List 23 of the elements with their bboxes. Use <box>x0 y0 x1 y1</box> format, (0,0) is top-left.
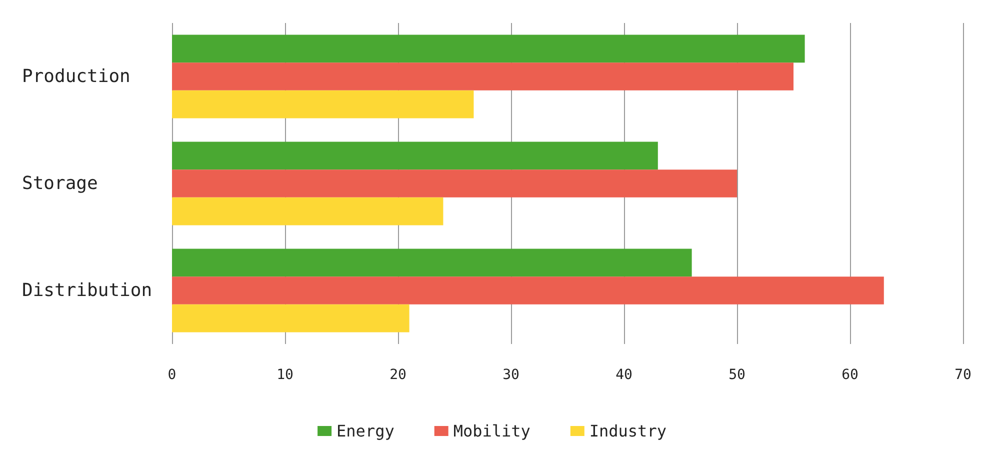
legend-label: Energy <box>336 422 395 440</box>
bar <box>172 90 474 118</box>
bar <box>172 304 410 332</box>
x-tick-label: 60 <box>842 367 858 383</box>
bar <box>172 62 794 90</box>
y-tick-label: Distribution <box>22 280 152 301</box>
x-tick-label: 0 <box>168 367 176 383</box>
x-tick-label: 30 <box>502 367 520 383</box>
y-tick-label: Storage <box>22 173 98 194</box>
x-tick-label: 70 <box>954 367 972 383</box>
x-tick-label: 50 <box>728 367 746 383</box>
bar <box>172 170 737 198</box>
bar <box>172 276 884 304</box>
legend-label: Industry <box>589 422 667 440</box>
legend-label: Mobility <box>453 422 531 440</box>
x-tick-label: 20 <box>390 367 406 383</box>
bar <box>172 34 805 63</box>
bar <box>172 142 658 170</box>
x-tick-label: 10 <box>276 367 294 383</box>
bar <box>172 197 444 226</box>
x-tick-label: 40 <box>616 367 632 383</box>
bar <box>172 248 692 277</box>
y-tick-label: Production <box>22 66 130 87</box>
